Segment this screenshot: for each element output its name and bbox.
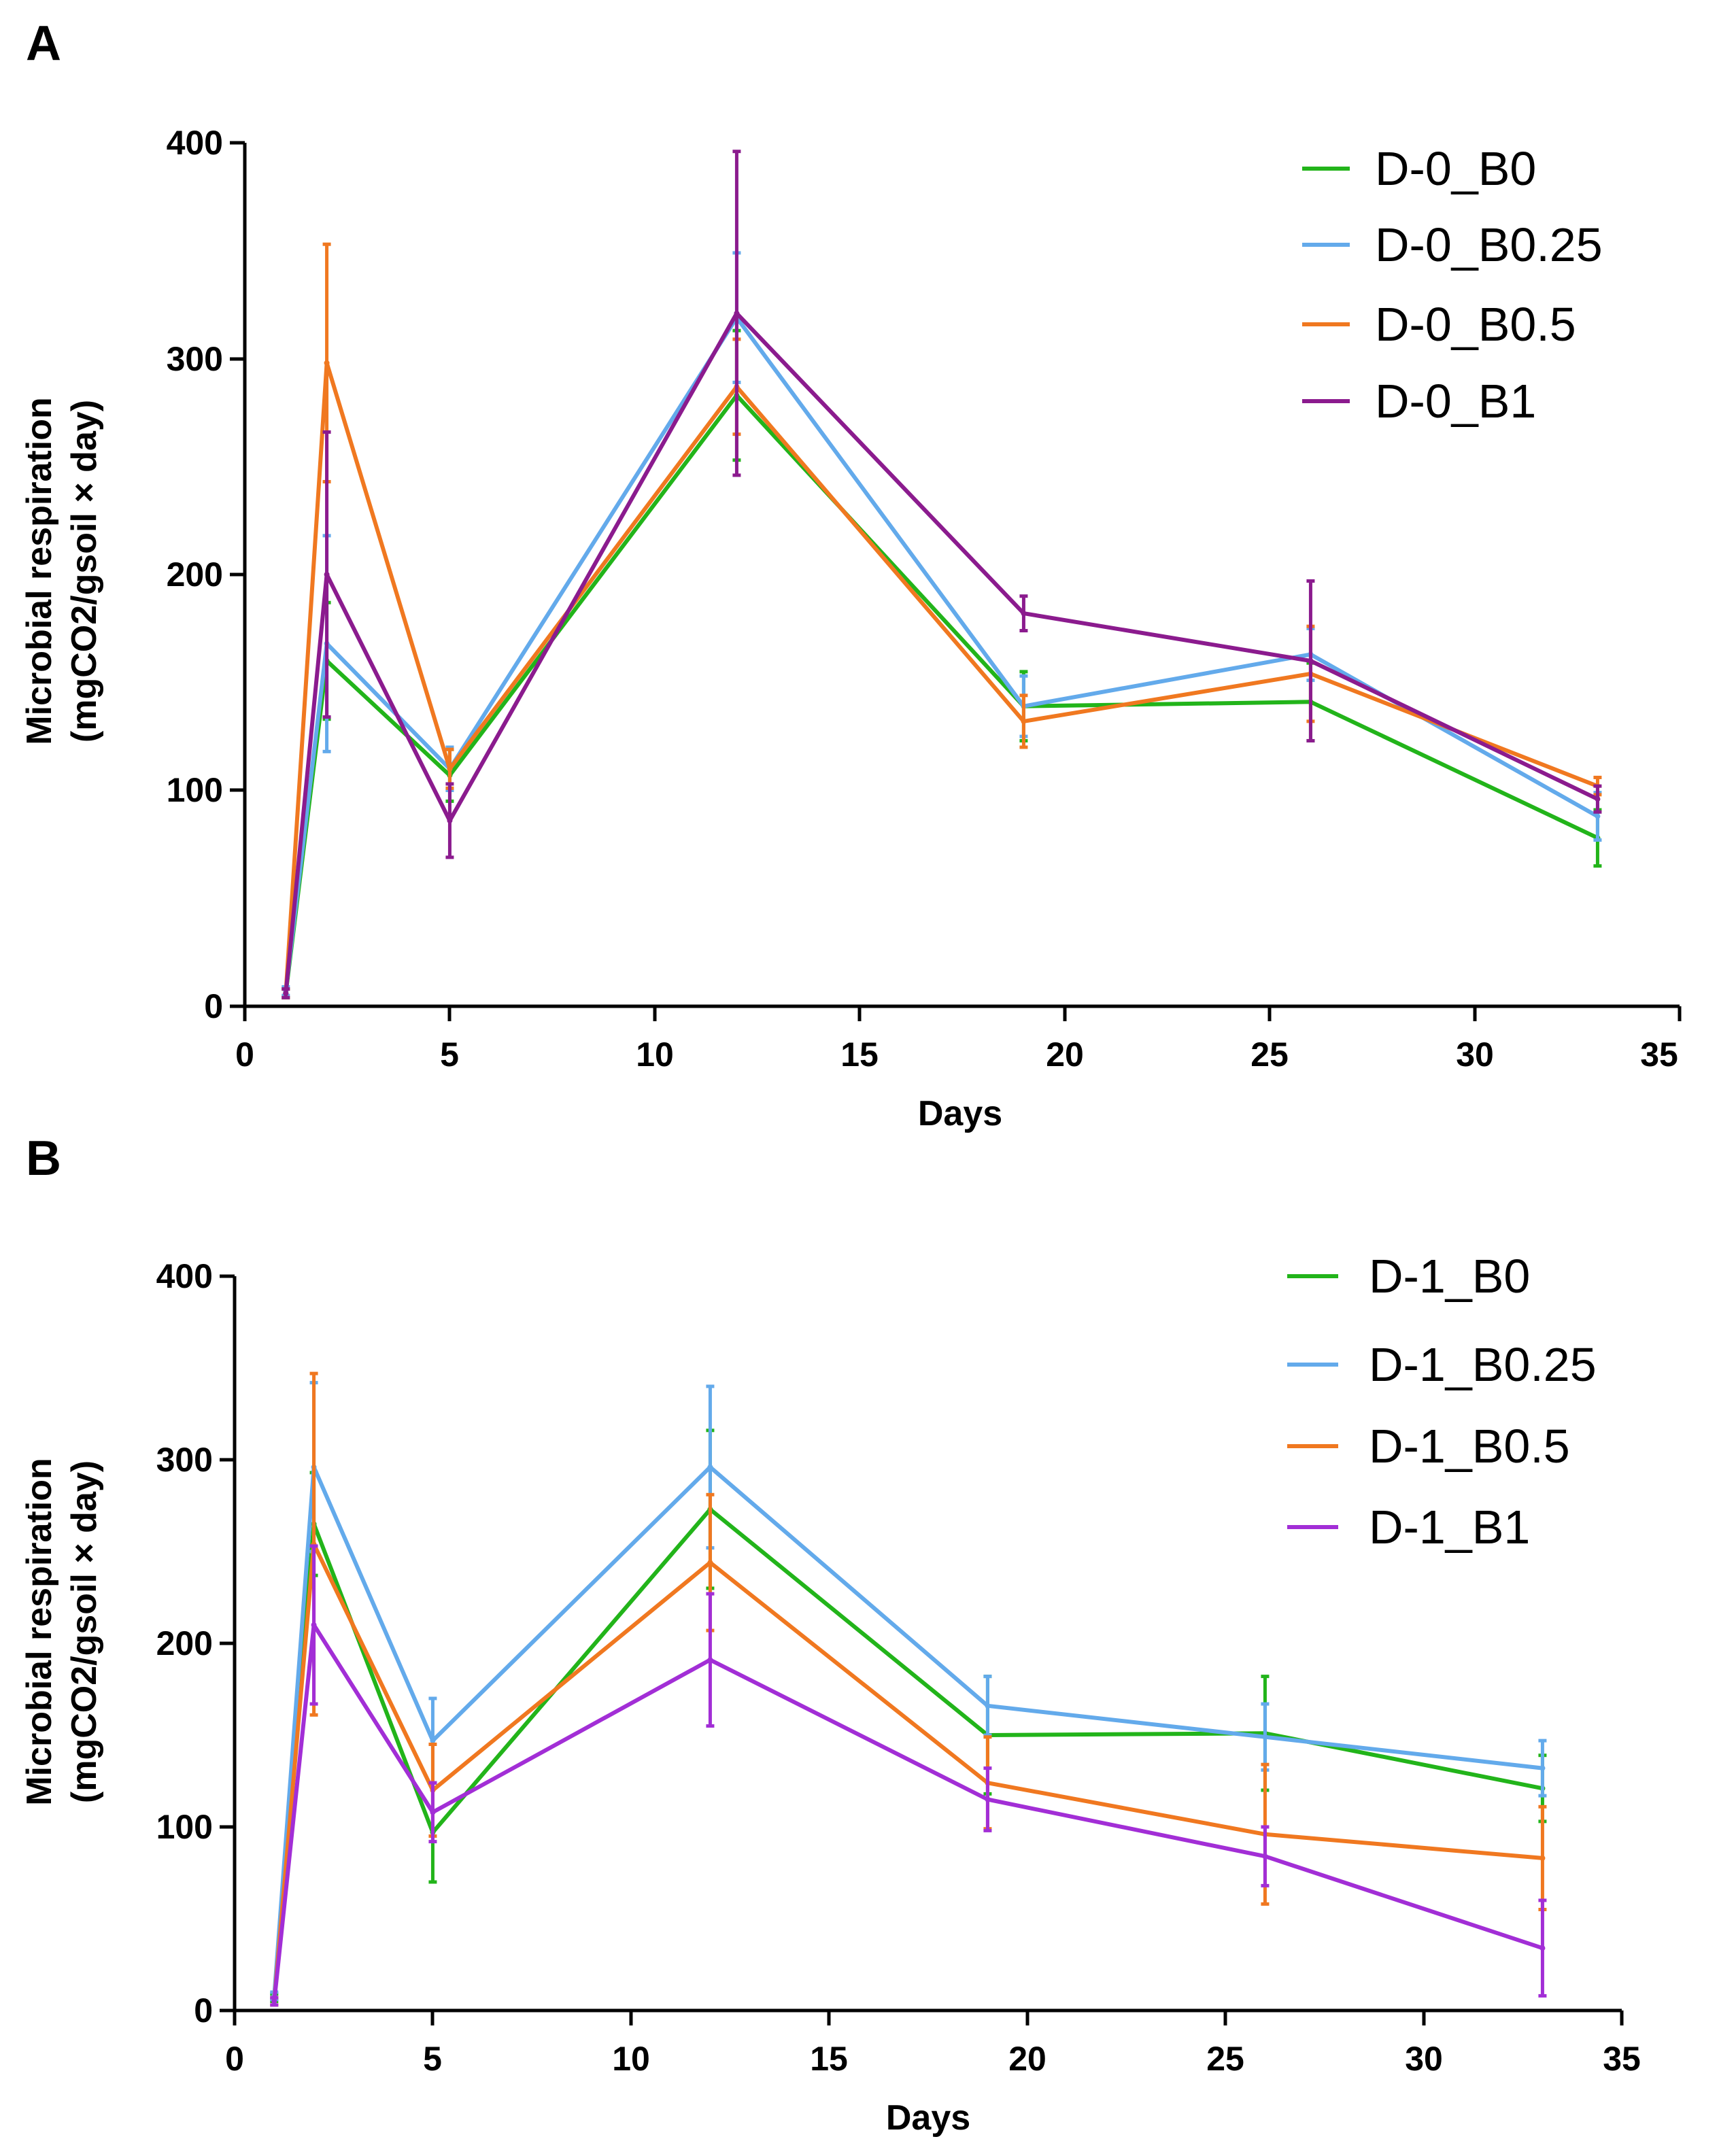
legend-label-d1-b05: D-1_B0.5 xyxy=(1369,1420,1570,1473)
panel-b-y-ticks: 0 100 200 300 400 xyxy=(156,1257,235,2030)
panel-b-xlabel: Days xyxy=(886,2098,970,2138)
legend-label-d1-b025: D-1_B0.25 xyxy=(1369,1338,1597,1391)
panel-b-series-line-d-1-b0-5 xyxy=(272,1542,1543,2002)
panel-a-ytick-label: 400 xyxy=(167,124,223,162)
panel-b-xtick-label: 10 xyxy=(612,2040,650,2078)
panel-b-xtick-label: 5 xyxy=(423,2040,442,2078)
panel-a-xtick-label: 30 xyxy=(1456,1036,1494,1074)
panel-a-x-ticks: 0 5 10 15 20 25 30 35 xyxy=(235,1006,1682,1074)
panel-b-data-point-d-1-b0-25 xyxy=(985,1702,991,1709)
panel-b-ytick-label: 400 xyxy=(156,1257,213,1295)
panel-a-xtick-label: 35 xyxy=(1640,1036,1678,1074)
panel-b-xtick-label: 30 xyxy=(1405,2040,1443,2078)
panel-b-data-point-d-1-b1 xyxy=(985,1796,991,1802)
panel-a-data-point-d-0-b0-5 xyxy=(447,766,453,772)
panel-a-data-point-d-0-b1 xyxy=(1308,658,1314,664)
legend-label-d0-b0: D-0_B0 xyxy=(1375,142,1536,195)
panel-a-legend: D-0_B0 D-0_B0.25 D-0_B0.5 D-0_B1 xyxy=(1302,142,1603,428)
panel-a-data-point-d-0-b0-5 xyxy=(324,360,330,366)
panel-a-plot-area xyxy=(282,150,1602,999)
panel-b-ylabel-line2: (mgCO2/gsoil × day) xyxy=(65,1460,104,1803)
panel-b-data-point-d-1-b1 xyxy=(271,1998,277,2004)
panel-b-data-point-d-1-b0-5 xyxy=(707,1560,713,1566)
panel-a-y-axis-title: Microbial respiration (mgCO2/gsoil × day… xyxy=(20,397,104,745)
panel-b-ytick-label: 300 xyxy=(156,1441,213,1479)
panel-b-ytick-label: 100 xyxy=(156,1808,213,1846)
panel-b-data-point-d-1-b1 xyxy=(1262,1853,1268,1860)
panel-a-xtick-label: 10 xyxy=(636,1036,674,1074)
legend-label-d0-b025: D-0_B0.25 xyxy=(1375,218,1603,271)
panel-b-data-point-d-1-b0-25 xyxy=(707,1464,713,1470)
panel-a-ytick-label: 300 xyxy=(167,340,223,378)
panel-b-series-line-d-1-b1 xyxy=(272,1623,1544,2002)
panel-a-xtick-label: 15 xyxy=(840,1036,879,1074)
panel-a-xtick-label: 25 xyxy=(1250,1036,1289,1074)
panel-b-data-point-d-1-b1 xyxy=(1539,1945,1546,1951)
panel-b: B Microbial respiration (mgCO2/gsoil × d… xyxy=(20,1131,1641,2138)
panel-a-xtick-label: 5 xyxy=(440,1036,459,1074)
legend-label-d1-b1: D-1_B1 xyxy=(1369,1501,1530,1554)
panel-b-xtick-label: 20 xyxy=(1008,2040,1046,2078)
panel-b-plot-area xyxy=(270,1371,1547,2007)
panel-a-data-point-d-0-b0-25 xyxy=(1595,813,1601,819)
panel-a-xtick-label: 0 xyxy=(235,1036,254,1074)
panel-a-ylabel-line2: (mgCO2/gsoil × day) xyxy=(65,400,104,742)
panel-b-data-point-d-1-b0-25 xyxy=(1262,1734,1268,1740)
panel-a-data-point-d-0-b1 xyxy=(734,310,740,316)
panel-b-series-line-d-1-b0 xyxy=(272,1507,1543,1998)
panel-a-label: A xyxy=(26,16,61,71)
panel-a-xtick-label: 20 xyxy=(1046,1036,1084,1074)
panel-a: A Microbial respiration (mgCO2/gsoil × d… xyxy=(20,16,1682,1133)
panel-a-data-point-d-0-b0-5 xyxy=(1021,718,1027,724)
panel-b-y-axis-title: Microbial respiration (mgCO2/gsoil × day… xyxy=(20,1458,104,1805)
legend-label-d0-b1: D-0_B1 xyxy=(1375,375,1536,428)
panel-b-data-point-d-1-b0-25 xyxy=(1539,1765,1546,1771)
panel-b-data-point-d-1-b0-25 xyxy=(430,1738,436,1744)
panel-a-ylabel-line1: Microbial respiration xyxy=(20,397,59,745)
panel-b-data-point-d-1-b1 xyxy=(707,1657,713,1663)
panel-b-legend: D-1_B0 D-1_B0.25 D-1_B0.5 D-1_B1 xyxy=(1287,1250,1597,1554)
legend-label-d0-b05: D-0_B0.5 xyxy=(1375,298,1576,351)
panel-a-series-line-d-0-b0-5 xyxy=(284,360,1599,994)
panel-b-data-point-d-1-b1 xyxy=(311,1622,317,1628)
panel-a-data-point-d-0-b1 xyxy=(1021,611,1027,617)
panel-b-label: B xyxy=(26,1131,61,1186)
panel-a-data-point-d-0-b1 xyxy=(447,817,453,823)
panel-b-xtick-label: 0 xyxy=(225,2040,244,2078)
panel-a-ytick-label: 0 xyxy=(204,987,223,1025)
panel-b-ytick-label: 0 xyxy=(194,1991,213,2030)
panel-b-xtick-label: 35 xyxy=(1603,2040,1641,2078)
panel-b-ylabel-line1: Microbial respiration xyxy=(20,1458,59,1805)
panel-a-y-ticks: 0 100 200 300 400 xyxy=(167,124,245,1025)
panel-b-xtick-label: 15 xyxy=(810,2040,848,2078)
panel-a-ytick-label: 100 xyxy=(167,771,223,809)
panel-a-ytick-label: 200 xyxy=(167,555,223,594)
panel-b-data-point-d-1-b0-5 xyxy=(1539,1855,1546,1861)
panel-a-data-point-d-0-b1 xyxy=(283,990,289,996)
panel-a-series-line-d-0-b0 xyxy=(284,393,1599,994)
panel-a-data-point-d-0-b1 xyxy=(1595,796,1601,802)
panel-b-data-point-d-1-b1 xyxy=(430,1809,436,1815)
panel-b-xtick-label: 25 xyxy=(1206,2040,1244,2078)
panel-b-x-ticks: 0 5 10 15 20 25 30 35 xyxy=(225,2010,1641,2078)
panel-a-xlabel: Days xyxy=(918,1094,1002,1133)
panel-b-ytick-label: 200 xyxy=(156,1624,213,1662)
panel-b-series-line-d-1-b0-25 xyxy=(272,1465,1543,1996)
panel-a-data-point-d-0-b1 xyxy=(324,572,330,577)
legend-label-d1-b0: D-1_B0 xyxy=(1369,1250,1530,1303)
